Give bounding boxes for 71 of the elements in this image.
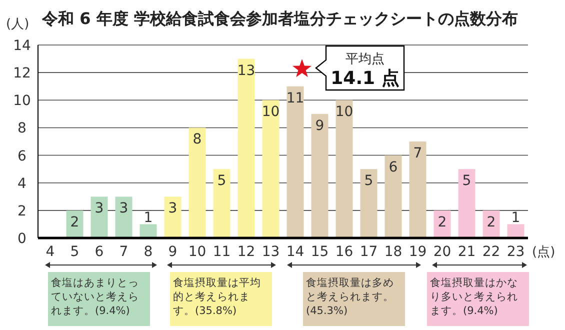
x-tick-label: 15 (310, 244, 329, 260)
x-tick-label: 6 (94, 244, 104, 260)
y-axis-title: (人) (6, 17, 30, 32)
bar (90, 196, 108, 238)
text: 食塩摂取量は平均的と考えられます。(35.8%) (170, 272, 272, 326)
bar (458, 169, 476, 238)
data-label: 3 (168, 200, 178, 217)
text: 食塩摂取量はかなり多いと考えられます。(9.4%) (427, 272, 529, 326)
data-label: 7 (413, 146, 422, 162)
annotation: 平均点 14.1 点 (330, 52, 400, 89)
data-label: 5 (462, 173, 472, 190)
x-tick-label: 12 (237, 244, 256, 260)
x-tick-label: 9 (168, 244, 178, 260)
data-label: 2 (70, 214, 80, 230)
x-tick-label: 23 (506, 244, 525, 260)
bar (507, 224, 524, 238)
y-tick-label: 6 (18, 148, 27, 164)
bar (360, 169, 378, 238)
data-label: 10 (262, 104, 280, 120)
bar (311, 114, 328, 238)
x-tick-label: 10 (188, 244, 206, 260)
data-label: 1 (144, 210, 153, 226)
y-tick-label: 14 (13, 38, 31, 54)
x-tick-label: 14 (286, 244, 304, 260)
x-tick-label: 4 (46, 244, 55, 260)
y-tick-label: 10 (13, 93, 31, 110)
text: 食塩はあまりとっていないと考えられます。(9.4%) (48, 272, 150, 326)
x-tick-label: 7 (119, 244, 128, 260)
data-label: 2 (438, 214, 447, 230)
y-tick-label: 8 (18, 120, 26, 137)
x-tick-label: 16 (335, 244, 354, 260)
x-tick-label: 13 (262, 244, 280, 260)
y-tick-label: 4 (18, 176, 27, 192)
chart-title: 令和 6 年度 学校給食試食会参加者塩分チェックシートの点数分布 (41, 9, 518, 28)
bar (213, 169, 230, 238)
data-label: 6 (388, 159, 398, 176)
x-tick-label: 8 (144, 244, 153, 260)
x-tick-label: 22 (482, 244, 500, 260)
data-label: 5 (364, 173, 374, 190)
bar (140, 224, 157, 238)
bar (336, 100, 353, 238)
x-tick-label: 5 (70, 244, 80, 260)
y-tick-label: 2 (18, 203, 26, 220)
bar (188, 128, 206, 238)
bar (262, 100, 280, 238)
bar (286, 86, 304, 238)
x-tick-label: 18 (384, 244, 402, 260)
data-label: 3 (94, 200, 104, 217)
data-label: 5 (217, 173, 226, 190)
data-label: 13 (237, 62, 256, 79)
x-tick-label: 11 (212, 244, 231, 260)
y-tick-label: 0 (18, 231, 26, 247)
bar (384, 155, 402, 238)
data-label: 11 (286, 90, 304, 106)
bar (115, 196, 132, 238)
x-axis-title: (点) (532, 245, 556, 260)
text: 食塩摂取量は多めと考えられます。(45.3%) (303, 272, 405, 326)
data-label: 1 (511, 210, 520, 226)
y-tick-label: 12 (13, 66, 31, 82)
data-label: 9 (315, 118, 324, 134)
bar (409, 142, 426, 238)
bar (164, 196, 182, 238)
data-label: 2 (486, 214, 496, 230)
x-tick-label: 21 (458, 244, 476, 260)
x-tick-label: 17 (360, 244, 378, 260)
x-tick-label: 20 (433, 244, 452, 260)
data-label: 10 (335, 104, 354, 120)
x-tick-label: 19 (408, 244, 427, 260)
data-label: 3 (119, 200, 128, 217)
bar (238, 58, 255, 238)
data-label: 8 (192, 132, 202, 148)
